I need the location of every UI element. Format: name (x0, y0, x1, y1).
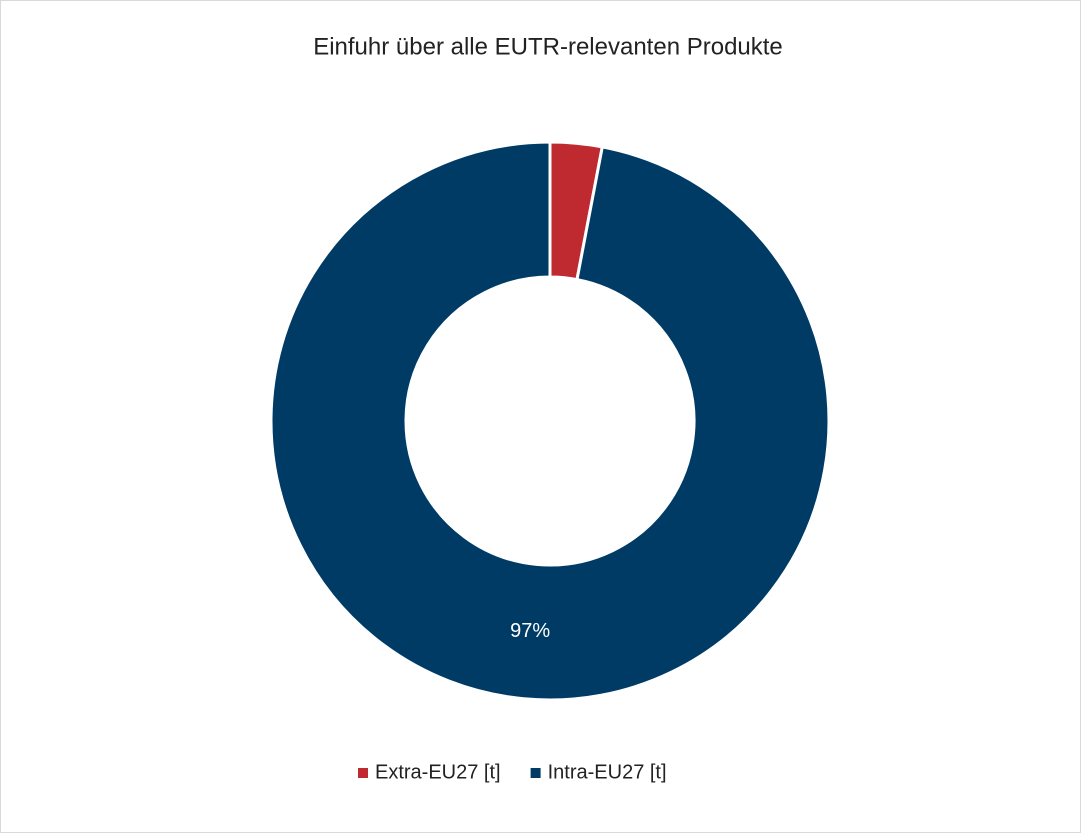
donut-slice (269, 140, 831, 702)
legend-swatch (358, 768, 368, 778)
chart-title: Einfuhr über alle EUTR-relevanten Produk… (313, 33, 783, 60)
legend-label: Intra-EU27 [t] (548, 761, 667, 783)
data-label: 97% (510, 620, 550, 642)
legend-swatch (530, 768, 541, 778)
legend-label: Extra-EU27 [t] (375, 761, 501, 783)
